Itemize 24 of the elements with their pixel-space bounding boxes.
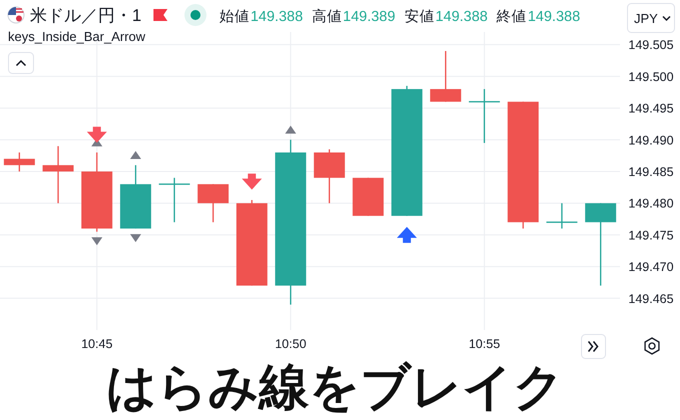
y-tick-label: 149.485 bbox=[628, 164, 674, 179]
x-tick-label: 10:55 bbox=[468, 337, 500, 351]
text: 安値 bbox=[404, 8, 434, 25]
y-tick-label: 149.470 bbox=[628, 260, 674, 274]
text: 高値 bbox=[312, 8, 342, 25]
text: 終値 bbox=[496, 8, 527, 25]
text: 149.389 bbox=[342, 9, 396, 25]
y-tick-label: 149.490 bbox=[628, 133, 674, 148]
x-tick-label: 10:50 bbox=[274, 337, 306, 351]
text: 149.388 bbox=[435, 9, 488, 25]
x-tick-label: 10:45 bbox=[81, 337, 113, 351]
currency-button: JPY bbox=[627, 3, 675, 33]
chart-title: 米ドル／円・1 bbox=[30, 6, 142, 25]
text: はらみ線をブレイク bbox=[106, 359, 564, 415]
text: 始値 bbox=[219, 8, 250, 25]
y-tick-label: 149.480 bbox=[628, 196, 674, 211]
y-tick-label: 149.475 bbox=[628, 228, 674, 242]
y-tick-label: 149.495 bbox=[628, 102, 674, 116]
y-tick-label: 149.500 bbox=[628, 70, 674, 84]
text: 149.388 bbox=[528, 9, 580, 25]
chart-subtitle: keys_Inside_Bar_Arrow bbox=[8, 29, 146, 44]
y-tick-label: 149.465 bbox=[628, 292, 674, 306]
y-tick-label: 149.505 bbox=[628, 38, 674, 52]
text: 149.388 bbox=[250, 9, 303, 25]
